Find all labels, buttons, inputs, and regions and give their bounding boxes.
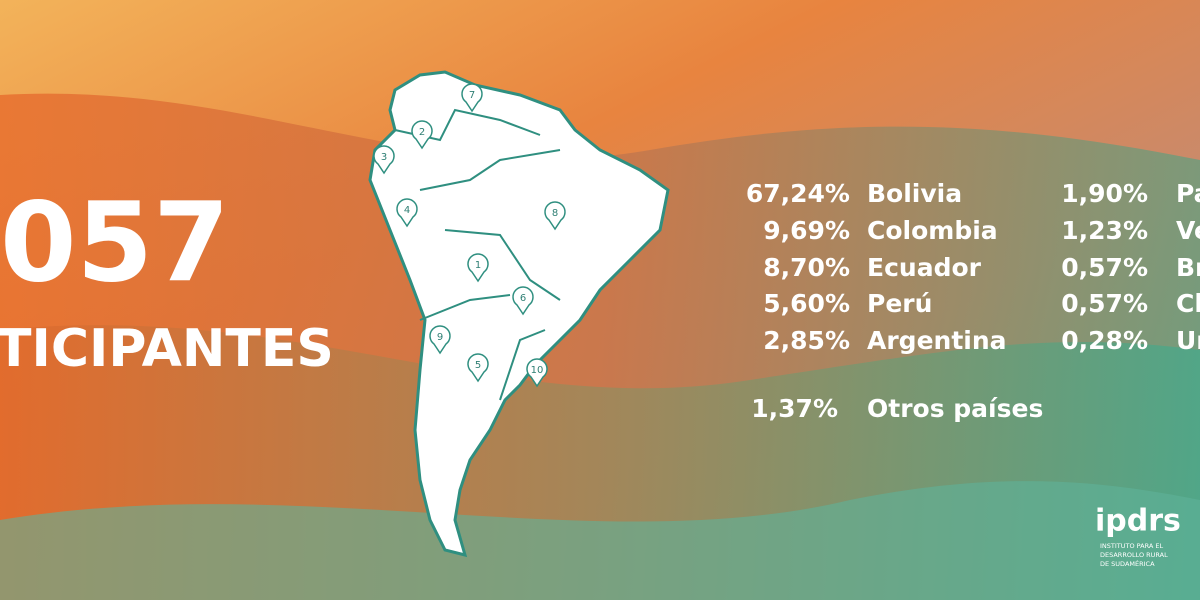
map-pin-label: 3 <box>381 152 387 163</box>
participant-label: TICIPANTES <box>0 319 334 379</box>
stat-country: Perú <box>867 289 932 318</box>
stat-percent: 5,60% <box>763 289 850 318</box>
logo-tagline: DESARROLLO RURAL <box>1100 551 1168 559</box>
map-pin <box>526 358 548 388</box>
stat-percent: 0,57% <box>1061 253 1148 282</box>
map-pin-label: 7 <box>469 90 475 101</box>
stat-country: Colombia <box>867 216 998 245</box>
map-pin <box>544 201 566 231</box>
map-pin <box>467 353 489 383</box>
participant-count: 057 <box>0 178 230 306</box>
map-pin-label: 8 <box>552 208 558 219</box>
stat-country: Bolivia <box>867 179 962 208</box>
stat-percent: 67,24% <box>746 179 850 208</box>
wave <box>0 481 1200 600</box>
stat-country: Ch <box>1176 289 1200 318</box>
stat-country: Argentina <box>867 326 1007 355</box>
map-pin <box>461 83 483 113</box>
stat-country: Ve <box>1176 216 1200 245</box>
stat-percent: 0,28% <box>1061 326 1148 355</box>
logo-tagline: INSTITUTO PARA EL <box>1100 542 1163 550</box>
map-pin-label: 1 <box>475 260 481 271</box>
stat-percent: 9,69% <box>763 216 850 245</box>
map-pin <box>373 145 395 175</box>
map-pin <box>512 286 534 316</box>
stat-percent: 2,85% <box>763 326 850 355</box>
logo-tagline: DE SUDAMÉRICA <box>1100 559 1155 568</box>
map-pin <box>467 253 489 283</box>
stat-country: Br <box>1176 253 1200 282</box>
borders <box>394 108 561 401</box>
map-pin <box>396 198 418 228</box>
map-pin <box>411 120 433 150</box>
stat-country: Otros países <box>867 394 1043 423</box>
map-pin-label: 2 <box>419 127 425 138</box>
stat-percent: 8,70% <box>763 253 850 282</box>
stat-percent: 1,37% <box>751 394 838 423</box>
map-pin-label: 10 <box>531 365 544 376</box>
logo-name: ipdrs <box>1095 504 1181 539</box>
map-pin-label: 5 <box>475 360 481 371</box>
continent <box>368 70 670 558</box>
stat-percent: 1,90% <box>1061 179 1148 208</box>
stat-percent: 0,57% <box>1061 289 1148 318</box>
stat-country: Pa <box>1176 179 1200 208</box>
stat-country: Ecuador <box>867 253 982 282</box>
map-pin <box>429 325 451 355</box>
logo: ipdrs INSTITUTO PARA EL DESARROLLO RURAL… <box>1095 504 1181 569</box>
map-pin-label: 4 <box>404 205 410 216</box>
stat-percent: 1,23% <box>1061 216 1148 245</box>
stat-country: Ur <box>1176 326 1200 355</box>
map-pin-label: 6 <box>520 293 526 304</box>
map <box>368 70 670 558</box>
map-pin-label: 9 <box>437 332 443 343</box>
